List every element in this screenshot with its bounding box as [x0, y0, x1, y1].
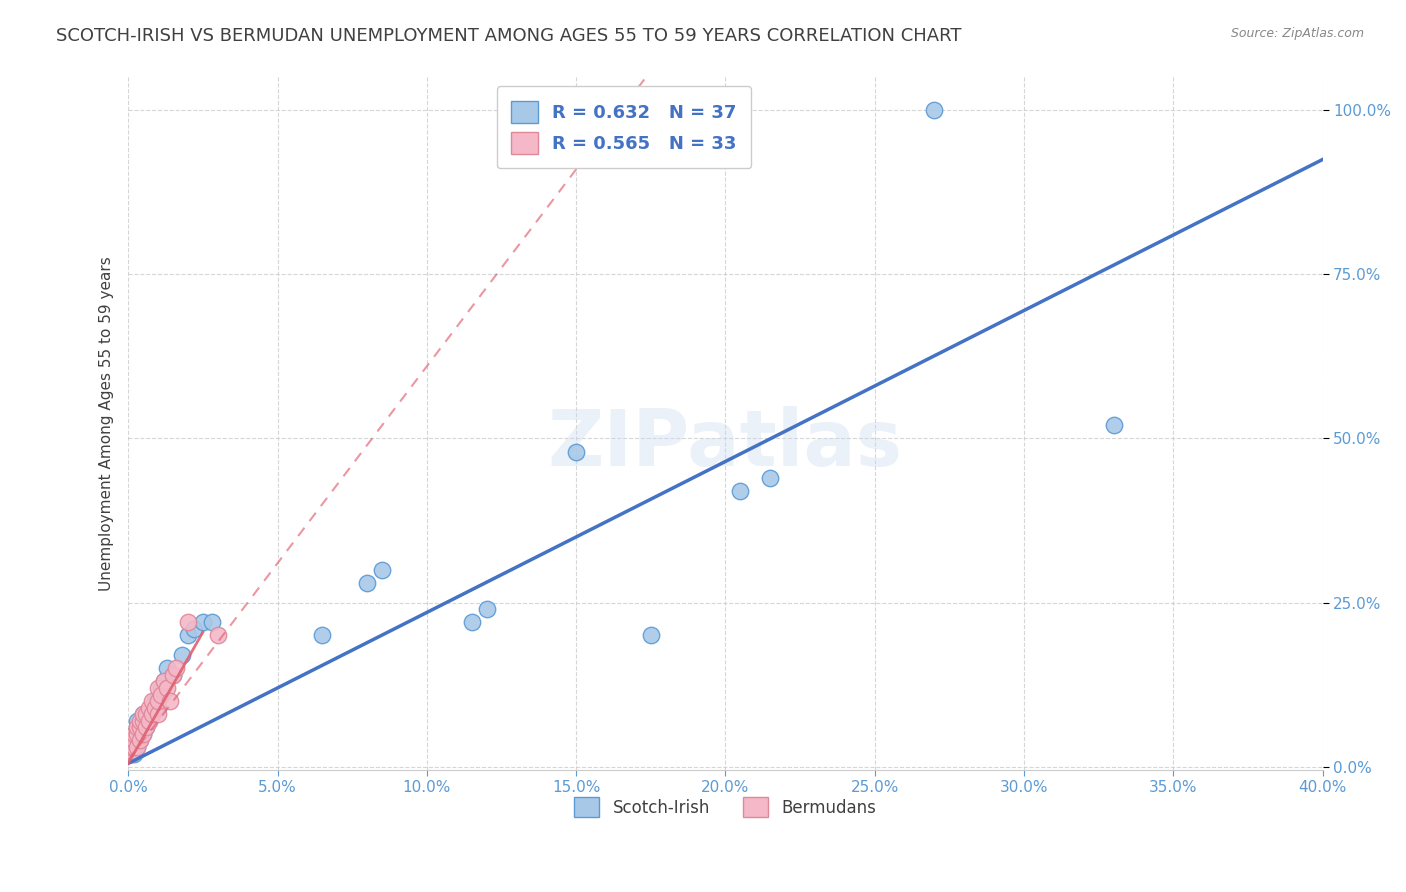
Point [132, 707, 155, 722]
Point [120, 747, 142, 761]
Point [135, 720, 157, 734]
Point [150, 681, 173, 695]
Y-axis label: Unemployment Among Ages 55 to 59 years: Unemployment Among Ages 55 to 59 years [100, 256, 114, 591]
Point [475, 602, 498, 616]
Point [122, 727, 145, 741]
Point [150, 688, 173, 702]
Legend: Scotch-Irish, Bermudans: Scotch-Irish, Bermudans [568, 790, 883, 824]
Point [924, 103, 946, 118]
Point [120, 739, 142, 754]
Point [153, 674, 176, 689]
Text: SCOTCH-IRISH VS BERMUDAN UNEMPLOYMENT AMONG AGES 55 TO 59 YEARS CORRELATION CHAR: SCOTCH-IRISH VS BERMUDAN UNEMPLOYMENT AM… [56, 27, 962, 45]
Point [191, 615, 214, 630]
Point [311, 628, 333, 642]
Point [138, 714, 160, 728]
Point [356, 575, 378, 590]
Point [127, 739, 149, 754]
Point [122, 733, 145, 747]
Point [146, 681, 169, 695]
Point [132, 707, 155, 722]
Point [141, 707, 163, 722]
Point [153, 674, 176, 689]
Point [127, 727, 149, 741]
Point [640, 628, 662, 642]
Point [120, 747, 142, 761]
Point [138, 700, 160, 714]
Point [120, 739, 142, 754]
Point [141, 694, 163, 708]
Point [143, 694, 166, 708]
Point [132, 727, 155, 741]
Point [156, 661, 179, 675]
Point [122, 747, 145, 761]
Point [122, 727, 145, 741]
Point [122, 739, 145, 754]
Point [146, 707, 169, 722]
Point [162, 668, 184, 682]
Point [135, 720, 157, 734]
Point [1102, 418, 1125, 433]
Point [165, 661, 187, 675]
Point [132, 714, 155, 728]
Point [143, 700, 166, 714]
Point [120, 733, 142, 747]
Point [135, 707, 157, 722]
Point [146, 694, 169, 708]
Point [460, 615, 482, 630]
Point [122, 733, 145, 747]
Point [129, 714, 152, 728]
Point [127, 714, 149, 728]
Point [127, 727, 149, 741]
Text: Source: ZipAtlas.com: Source: ZipAtlas.com [1230, 27, 1364, 40]
Point [127, 720, 149, 734]
Point [201, 615, 224, 630]
Point [127, 739, 149, 754]
Point [162, 668, 184, 682]
Point [129, 720, 152, 734]
Point [207, 628, 229, 642]
Point [565, 444, 588, 458]
Point [138, 714, 160, 728]
Point [141, 707, 163, 722]
Point [129, 720, 152, 734]
Text: ZIPatlas: ZIPatlas [548, 407, 903, 483]
Point [759, 471, 782, 485]
Point [183, 622, 205, 636]
Point [146, 700, 169, 714]
Point [177, 615, 200, 630]
Point [159, 694, 181, 708]
Point [371, 563, 394, 577]
Point [132, 727, 155, 741]
Point [156, 681, 179, 695]
Point [177, 628, 200, 642]
Point [730, 483, 752, 498]
Point [129, 733, 152, 747]
Point [129, 733, 152, 747]
Point [170, 648, 193, 662]
